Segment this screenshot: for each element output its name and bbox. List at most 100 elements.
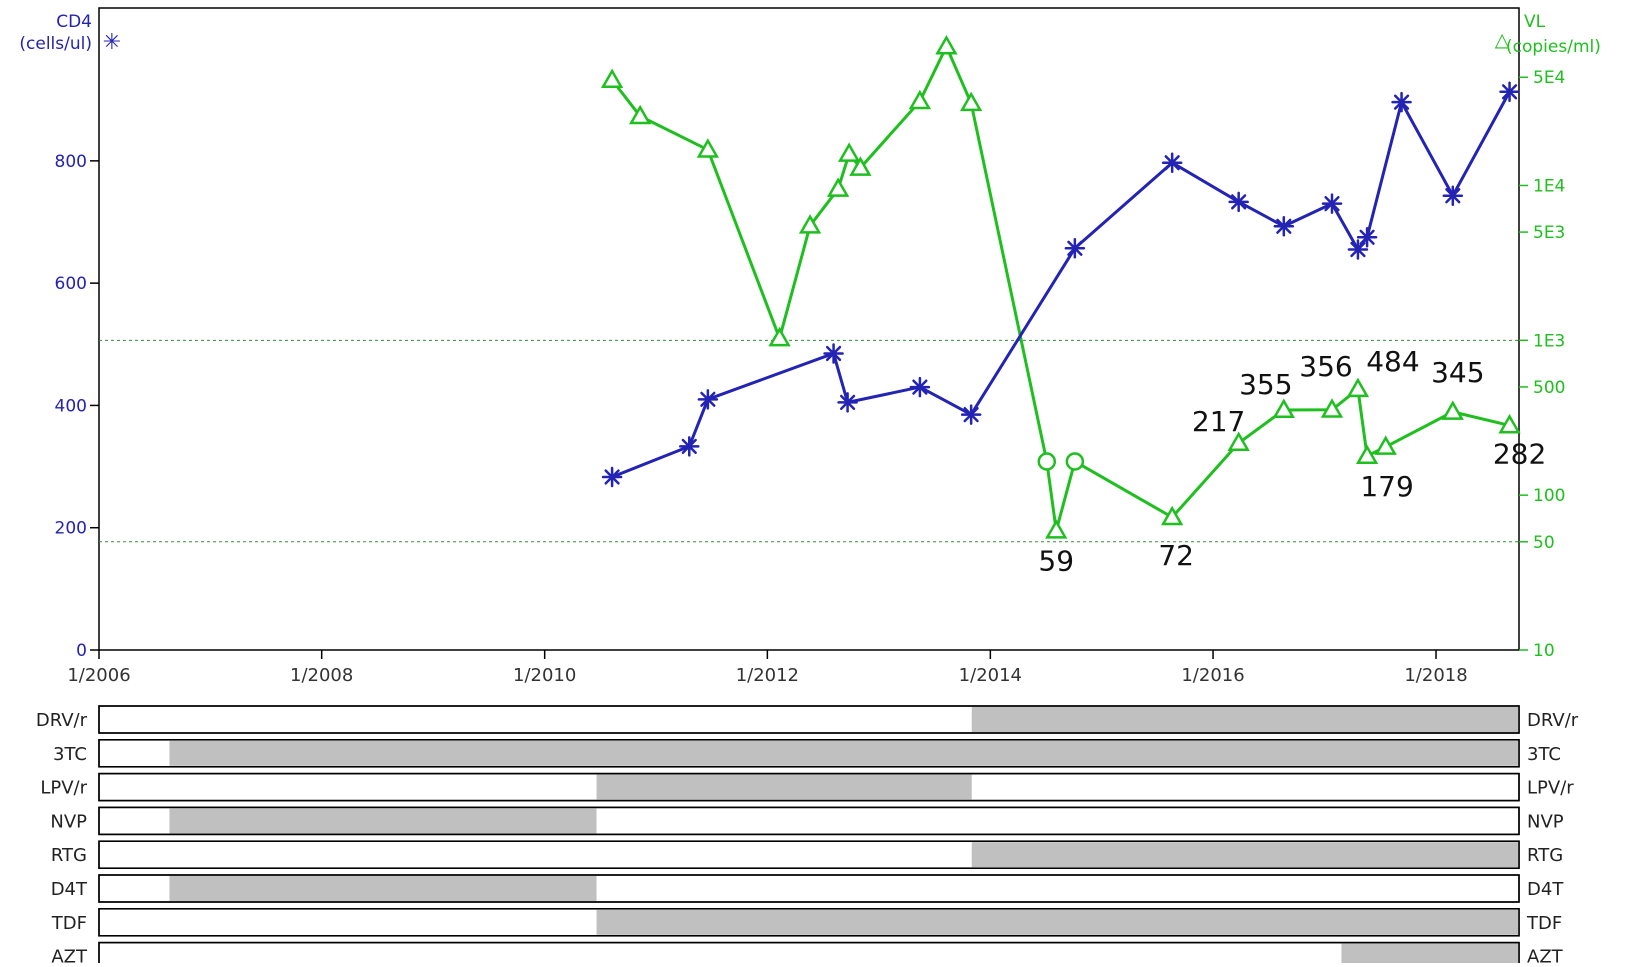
vl-point bbox=[837, 142, 861, 162]
right-y-tick-label: 10 bbox=[1533, 641, 1555, 661]
vl-point bbox=[908, 89, 932, 110]
regimen-label-left: DRV/r bbox=[36, 710, 88, 731]
left-y-tick-label: 200 bbox=[55, 519, 87, 539]
regimen-timeline: DRV/r DRV/r 3TC 3TC LPV/r LPV/r NVP NVP RTG RTG D4… bbox=[36, 705, 1579, 967]
regimen-label-left: D4T bbox=[51, 879, 88, 900]
regimen-label-right: AZT bbox=[1527, 947, 1564, 963]
cd4-point bbox=[1356, 227, 1378, 248]
right-y-tick-label: 1E4 bbox=[1533, 176, 1565, 196]
left-axis-title: CD4 (cells/ul) ✳ bbox=[19, 12, 121, 55]
regimen-row: AZT AZT bbox=[51, 941, 1564, 967]
regimen-label-right: D4T bbox=[1527, 879, 1564, 900]
regimen-label-right: RTG bbox=[1527, 845, 1563, 866]
cd4-line bbox=[611, 91, 1511, 479]
regimen-row: LPV/r LPV/r bbox=[40, 772, 1574, 802]
vl-point bbox=[1227, 431, 1250, 452]
regimen-period-bar bbox=[596, 774, 972, 800]
vl-point bbox=[1161, 505, 1184, 526]
regimen-row: TDF TDF bbox=[51, 908, 1562, 937]
vl-data-label: 484 bbox=[1366, 345, 1419, 378]
regimen-label-left: RTG bbox=[51, 845, 87, 866]
vl-point bbox=[696, 138, 720, 158]
regimen-label-left: TDF bbox=[51, 913, 87, 934]
vl-legend-marker-icon: △ bbox=[1495, 29, 1510, 51]
cd4-legend-marker-icon: ✳ bbox=[103, 30, 121, 55]
reference-lines bbox=[99, 339, 1519, 543]
regimen-period-bar bbox=[169, 876, 597, 901]
cd4-point bbox=[960, 404, 982, 425]
vl-data-label: 179 bbox=[1360, 470, 1413, 503]
regimen-row-outline bbox=[98, 908, 1520, 937]
regimen-row-outline bbox=[98, 874, 1520, 903]
vl-line bbox=[610, 44, 1510, 533]
regimen-label-left: LPV/r bbox=[40, 778, 87, 799]
vl-data-label: 355 bbox=[1239, 368, 1292, 401]
left-y-tick-label: 600 bbox=[55, 274, 87, 294]
cd4-point bbox=[679, 436, 700, 457]
regimen-row-outline bbox=[98, 772, 1520, 802]
right-axis-title-line2: (copies/ml) bbox=[1506, 37, 1601, 57]
right-y-tick-label: 100 bbox=[1533, 486, 1565, 506]
regimen-row: 3TC 3TC bbox=[53, 739, 1561, 768]
regimen-period-bar bbox=[971, 707, 1519, 732]
left-y-tick-label: 400 bbox=[55, 396, 87, 416]
regimen-period-bar bbox=[169, 740, 1519, 766]
cd4-point bbox=[837, 392, 858, 413]
plot-border bbox=[98, 7, 1520, 651]
right-axis-title: △ VL (copies/ml) bbox=[1495, 12, 1601, 57]
cd4-point bbox=[1273, 216, 1295, 237]
regimen-label-right: TDF bbox=[1526, 913, 1562, 934]
regimen-row-outline bbox=[98, 941, 1520, 967]
x-tick-label: 1/2012 bbox=[736, 665, 799, 686]
x-tick-label: 1/2006 bbox=[67, 665, 130, 686]
vl-point bbox=[768, 326, 791, 347]
left-axis-title-line1: CD4 bbox=[56, 12, 92, 32]
left-y-tick-label: 800 bbox=[55, 152, 87, 172]
regimen-label-left: 3TC bbox=[53, 744, 87, 765]
regimen-label-right: DRV/r bbox=[1527, 710, 1579, 731]
right-y-tick-label: 5E4 bbox=[1533, 68, 1565, 88]
regimen-row: RTG RTG bbox=[51, 840, 1563, 869]
vl-data-label: 345 bbox=[1431, 356, 1484, 389]
cd4-point bbox=[1347, 239, 1369, 260]
vl-data-label: 59 bbox=[1038, 545, 1074, 578]
vl-point bbox=[1374, 435, 1397, 455]
vl-data-label: 72 bbox=[1158, 539, 1194, 572]
cd4-point bbox=[909, 376, 931, 398]
vl-data-label: 282 bbox=[1493, 437, 1546, 470]
vl-data-label: 217 bbox=[1192, 405, 1245, 438]
vl-point bbox=[959, 91, 983, 112]
right-axis-title-line1: VL bbox=[1524, 12, 1546, 32]
vl-point bbox=[1441, 400, 1464, 420]
cd4-point bbox=[1321, 193, 1343, 214]
cd4-point bbox=[823, 343, 844, 364]
vl-point bbox=[935, 34, 958, 55]
regimen-row: D4T D4T bbox=[51, 874, 1564, 903]
regimen-period-bar bbox=[596, 909, 1519, 935]
cd4-point bbox=[1499, 81, 1520, 103]
regimen-row-outline bbox=[98, 705, 1520, 734]
vl-point-circle bbox=[1065, 452, 1085, 471]
cd4-point bbox=[1442, 185, 1464, 206]
x-tick-label: 1/2016 bbox=[1181, 665, 1244, 686]
right-y-tick-label: 50 bbox=[1533, 533, 1555, 553]
vl-point bbox=[1045, 519, 1068, 539]
vl-point bbox=[1272, 398, 1295, 418]
left-axis-title-line2: (cells/ul) bbox=[19, 34, 92, 54]
vl-point bbox=[849, 156, 872, 176]
regimen-period-bar bbox=[169, 808, 597, 834]
left-y-tick-label: 0 bbox=[76, 641, 87, 661]
regimen-period-bar bbox=[1341, 943, 1519, 967]
regimen-row-frame bbox=[98, 941, 1520, 967]
cd4-point bbox=[1064, 238, 1086, 259]
vl-point bbox=[1498, 413, 1521, 434]
regimen-label-left: NVP bbox=[50, 811, 87, 832]
right-y-tick-label: 1E3 bbox=[1533, 331, 1565, 351]
regimen-label-right: NVP bbox=[1527, 811, 1564, 832]
regimen-label-right: 3TC bbox=[1527, 744, 1561, 765]
vl-point-circle bbox=[1037, 452, 1057, 471]
right-y-axis: 10 50 100 500 1E3 5E3 1E4 5E4 bbox=[1519, 68, 1565, 661]
x-tick-label: 1/2018 bbox=[1404, 665, 1467, 686]
